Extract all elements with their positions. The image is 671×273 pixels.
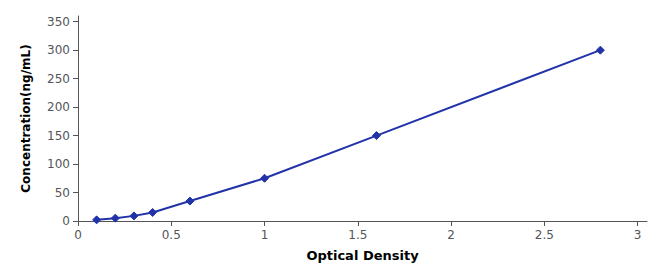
- svg-text:200: 200: [47, 100, 70, 114]
- svg-text:0: 0: [62, 214, 70, 228]
- svg-text:300: 300: [47, 43, 70, 57]
- svg-text:3: 3: [634, 228, 642, 242]
- svg-text:250: 250: [47, 72, 70, 86]
- svg-text:150: 150: [47, 129, 70, 143]
- svg-text:Optical Density: Optical Density: [306, 248, 419, 263]
- svg-text:1: 1: [261, 228, 269, 242]
- svg-text:1.5: 1.5: [348, 228, 367, 242]
- svg-text:0.5: 0.5: [162, 228, 181, 242]
- svg-text:2: 2: [447, 228, 455, 242]
- svg-text:Concentration(ng/mL): Concentration(ng/mL): [19, 44, 33, 192]
- svg-text:350: 350: [47, 15, 70, 29]
- svg-text:2.5: 2.5: [535, 228, 554, 242]
- svg-text:50: 50: [55, 186, 70, 200]
- svg-text:100: 100: [47, 157, 70, 171]
- svg-text:0: 0: [74, 228, 82, 242]
